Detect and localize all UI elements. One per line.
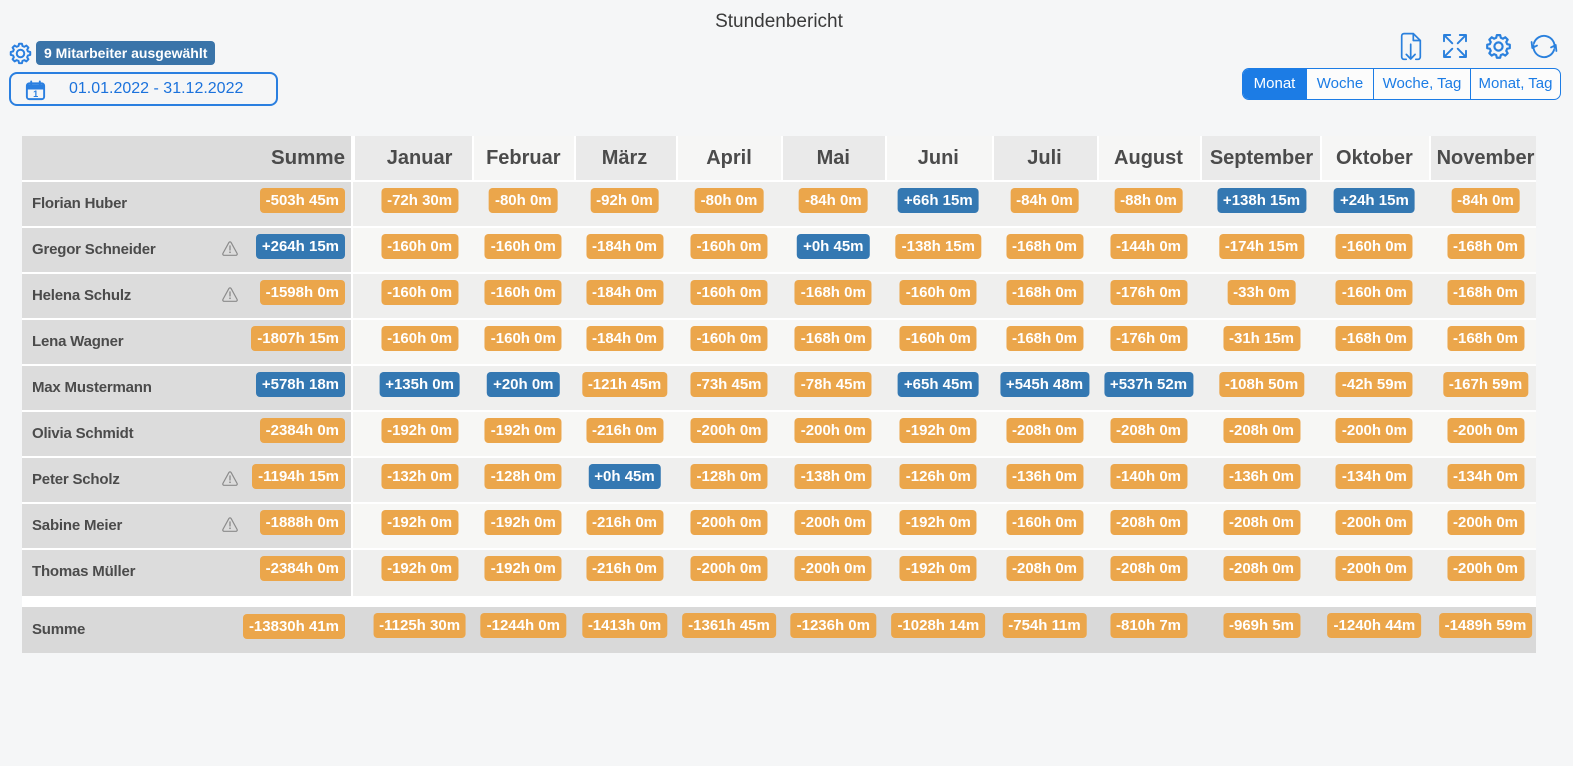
svg-text:1: 1 [33, 89, 38, 99]
